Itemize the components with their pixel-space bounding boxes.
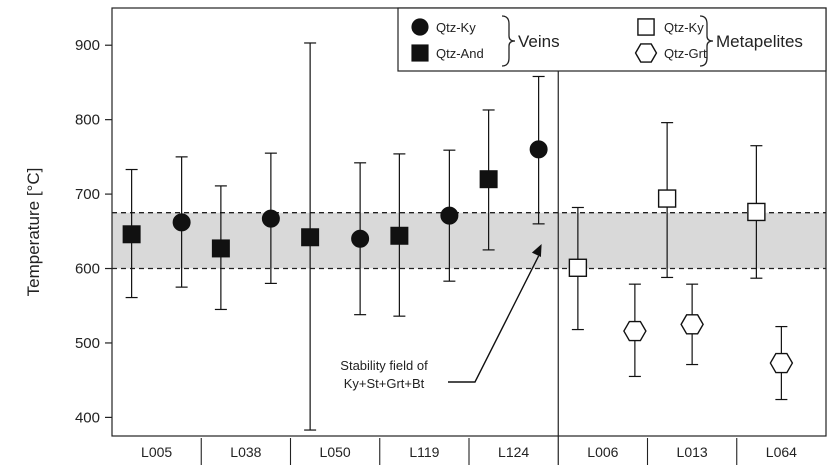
data-point [568, 206, 588, 331]
legend-entry-label: Qtz-Ky [436, 20, 476, 35]
data-point [623, 283, 647, 378]
data-point [351, 162, 370, 316]
marker-square [390, 226, 409, 245]
data-point [390, 153, 409, 317]
legend-entry-label: Qtz-And [436, 46, 484, 61]
annotation-arrow-line [448, 255, 540, 383]
metapelites-brace [699, 15, 714, 67]
y-axis-label: Temperature [°C] [24, 168, 43, 297]
category-label: L006 [587, 444, 618, 460]
marker-hexagon [634, 43, 658, 63]
marks-layer [122, 42, 794, 431]
marker-circle [529, 140, 548, 159]
data-point [261, 152, 280, 285]
marker-open-square [657, 189, 677, 208]
y-tick-label: 500 [75, 335, 100, 352]
data-point [747, 145, 766, 279]
data-point [769, 325, 794, 401]
marker-square [411, 44, 429, 62]
marker-hexagon [680, 314, 704, 335]
marker-square [479, 170, 498, 189]
annotation-line-1: Stability field of [340, 358, 428, 373]
annotation-layer: Stability field of Ky+St+Grt+Bt [340, 243, 542, 391]
stability-band-layer [112, 212, 826, 270]
marker-square [211, 239, 230, 258]
data-point [479, 109, 498, 251]
y-tick-label: 900 [75, 37, 100, 54]
marker-circle [172, 213, 191, 232]
veins-brace [501, 15, 516, 67]
y-tick-label: 600 [75, 261, 100, 278]
legend-group-metapelites: Metapelites [716, 32, 803, 51]
legend-entry-label: Qtz-Ky [664, 20, 704, 35]
category-label: L119 [409, 444, 439, 460]
y-tick-label: 700 [75, 186, 100, 203]
legend-group-veins: Veins [518, 32, 560, 51]
marker-open-square [747, 202, 766, 222]
legend: Qtz-Ky Qtz-And Qtz-Ky Qtz-Grt Veins Metapelit… [397, 7, 827, 72]
marker-circle [261, 209, 280, 228]
marker-circle [411, 18, 429, 36]
marker-circle [440, 206, 459, 225]
marker-open-square [637, 18, 655, 36]
data-point [680, 283, 704, 366]
marker-square [122, 225, 141, 244]
marker-hexagon [623, 320, 647, 342]
category-label: L013 [677, 444, 708, 460]
data-point [657, 122, 677, 279]
annotation-arrow-head [531, 243, 542, 257]
y-tick-label: 400 [75, 409, 100, 426]
category-label: L124 [498, 444, 529, 460]
data-point [211, 185, 230, 311]
data-point [301, 42, 320, 431]
stability-band [112, 212, 826, 269]
data-point [440, 149, 459, 282]
category-label: L038 [230, 444, 261, 460]
legend-entry-label: Qtz-Grt [664, 46, 707, 61]
category-label: L005 [141, 444, 172, 460]
marker-open-square [568, 258, 588, 277]
marker-circle [351, 229, 370, 248]
legend-box [397, 7, 827, 72]
category-label: L064 [766, 444, 797, 460]
data-point [529, 75, 548, 225]
category-label: L050 [320, 444, 351, 460]
annotation-line-2: Ky+St+Grt+Bt [344, 376, 425, 391]
marker-hexagon [769, 352, 794, 374]
marker-square [301, 228, 320, 247]
data-point [122, 168, 141, 299]
y-tick-label: 800 [75, 112, 100, 129]
data-point [172, 156, 191, 288]
